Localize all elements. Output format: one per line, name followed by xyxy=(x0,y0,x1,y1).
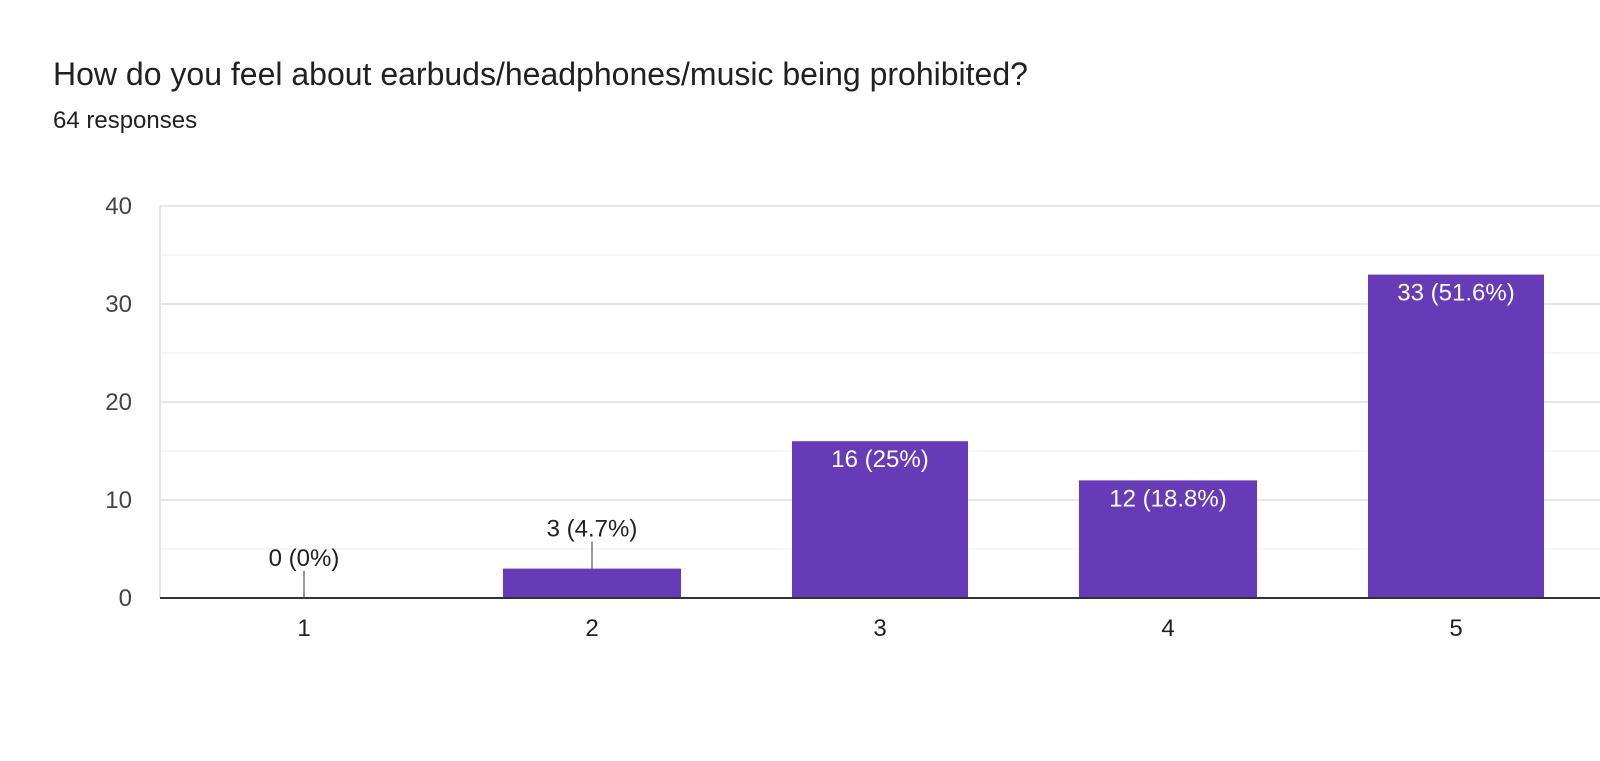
x-tick-label: 3 xyxy=(873,615,886,642)
y-tick-label: 40 xyxy=(105,193,132,220)
data-label: 12 (18.8%) xyxy=(1109,485,1226,512)
data-label: 0 (0%) xyxy=(269,545,340,572)
y-tick-label: 20 xyxy=(105,389,132,416)
bar xyxy=(1368,274,1544,598)
bar xyxy=(503,568,681,598)
question-title: How do you feel about earbuds/headphones… xyxy=(53,56,1028,92)
data-label: 3 (4.7%) xyxy=(547,516,638,543)
y-tick-label: 10 xyxy=(105,487,132,514)
y-tick-label: 0 xyxy=(119,585,132,612)
x-tick-label: 2 xyxy=(585,615,598,642)
y-tick-label: 30 xyxy=(105,291,132,318)
bar xyxy=(792,441,968,598)
x-tick-label: 1 xyxy=(297,615,310,642)
response-count: 64 responses xyxy=(53,107,198,134)
x-tick-label: 4 xyxy=(1161,615,1174,642)
data-label: 33 (51.6%) xyxy=(1397,280,1514,307)
bar xyxy=(1079,480,1257,598)
data-label: 16 (25%) xyxy=(831,446,928,473)
x-tick-label: 5 xyxy=(1449,615,1462,642)
